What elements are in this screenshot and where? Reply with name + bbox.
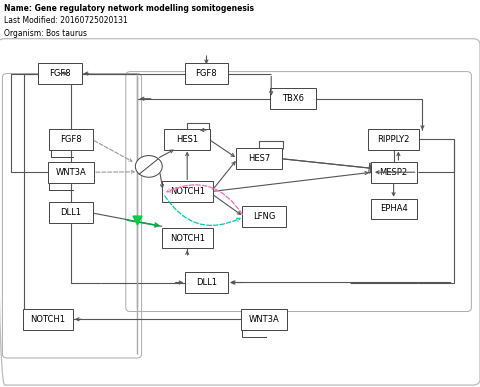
FancyBboxPatch shape bbox=[241, 309, 287, 330]
FancyBboxPatch shape bbox=[23, 309, 73, 330]
FancyArrowPatch shape bbox=[397, 152, 400, 160]
FancyBboxPatch shape bbox=[270, 88, 316, 109]
FancyArrowPatch shape bbox=[214, 195, 240, 214]
Text: NOTCH1: NOTCH1 bbox=[170, 187, 204, 196]
FancyBboxPatch shape bbox=[48, 162, 94, 183]
Text: HES1: HES1 bbox=[176, 135, 198, 144]
Text: NOTCH1: NOTCH1 bbox=[170, 233, 204, 243]
Text: WNT3A: WNT3A bbox=[56, 168, 86, 177]
Text: Last Modified: 20160725020131: Last Modified: 20160725020131 bbox=[4, 16, 128, 25]
Text: RIPPLY2: RIPPLY2 bbox=[377, 135, 410, 144]
Text: FGF8: FGF8 bbox=[60, 135, 82, 144]
Text: TBX6: TBX6 bbox=[282, 94, 304, 103]
FancyBboxPatch shape bbox=[162, 228, 213, 248]
Text: EPHA4: EPHA4 bbox=[380, 204, 408, 214]
FancyBboxPatch shape bbox=[162, 181, 213, 202]
Text: MESP2: MESP2 bbox=[380, 168, 408, 177]
FancyBboxPatch shape bbox=[242, 206, 286, 227]
FancyArrowPatch shape bbox=[159, 150, 173, 158]
FancyBboxPatch shape bbox=[184, 63, 228, 84]
FancyArrowPatch shape bbox=[214, 171, 368, 191]
FancyBboxPatch shape bbox=[371, 162, 417, 183]
Circle shape bbox=[135, 156, 162, 177]
Text: FGF8: FGF8 bbox=[195, 69, 217, 78]
FancyArrowPatch shape bbox=[211, 141, 234, 156]
FancyBboxPatch shape bbox=[236, 148, 282, 169]
Text: DLL1: DLL1 bbox=[60, 208, 82, 217]
FancyBboxPatch shape bbox=[38, 63, 82, 84]
Point bbox=[133, 217, 141, 223]
FancyArrowPatch shape bbox=[186, 251, 189, 254]
FancyBboxPatch shape bbox=[371, 199, 417, 219]
FancyBboxPatch shape bbox=[49, 129, 93, 150]
FancyBboxPatch shape bbox=[368, 129, 419, 150]
FancyArrowPatch shape bbox=[392, 184, 395, 196]
FancyArrowPatch shape bbox=[96, 171, 134, 173]
FancyArrowPatch shape bbox=[186, 152, 189, 180]
Text: FGF8: FGF8 bbox=[49, 69, 71, 78]
FancyArrowPatch shape bbox=[165, 196, 240, 225]
FancyArrowPatch shape bbox=[167, 185, 242, 214]
Text: WNT3A: WNT3A bbox=[249, 315, 279, 324]
Text: HES7: HES7 bbox=[248, 154, 270, 163]
FancyBboxPatch shape bbox=[164, 129, 210, 150]
FancyArrowPatch shape bbox=[160, 173, 164, 188]
Text: Organism: Bos taurus: Organism: Bos taurus bbox=[4, 29, 87, 38]
FancyArrowPatch shape bbox=[213, 162, 235, 189]
Text: Name: Gene regulatory network modelling somitogenesis: Name: Gene regulatory network modelling … bbox=[4, 4, 254, 13]
Text: LFNG: LFNG bbox=[253, 212, 275, 221]
Text: DLL1: DLL1 bbox=[196, 278, 217, 287]
FancyBboxPatch shape bbox=[184, 272, 228, 293]
Text: NOTCH1: NOTCH1 bbox=[31, 315, 65, 324]
FancyArrowPatch shape bbox=[94, 140, 132, 161]
FancyBboxPatch shape bbox=[49, 202, 93, 223]
